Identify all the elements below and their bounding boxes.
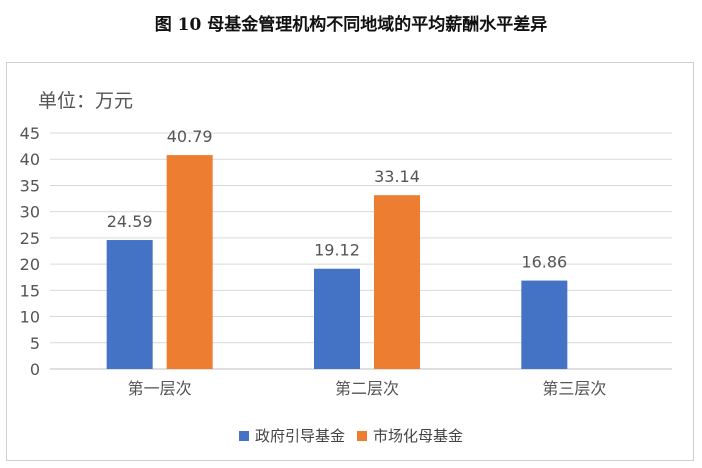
legend-item-government[interactable]: 政府引导基金 <box>238 425 345 446</box>
legend-label-market: 市场化母基金 <box>373 427 464 445</box>
y-tick-label: 20 <box>20 255 40 274</box>
data-labels: 24.59 40.79 19.12 33.14 16.86 <box>107 127 567 271</box>
unit-label: 单位：万元 <box>38 90 134 112</box>
bar <box>166 155 213 369</box>
legend-swatch-market <box>357 430 367 441</box>
y-tick-label: 10 <box>20 308 40 327</box>
data-label: 16.86 <box>521 253 567 272</box>
legend-label-government: 政府引导基金 <box>254 427 345 445</box>
y-tick-label: 15 <box>20 281 40 300</box>
chart-frame <box>6 62 694 461</box>
bar <box>106 240 153 369</box>
x-tick-label: 第一层次 <box>128 379 192 398</box>
bar <box>374 195 420 369</box>
bars <box>106 155 568 369</box>
data-label: 19.12 <box>314 241 360 260</box>
page-title: 图 10 母基金管理机构不同地域的平均薪酬水平差异 <box>154 15 548 35</box>
x-tick-label: 第三层次 <box>542 379 606 398</box>
data-label: 40.79 <box>167 127 213 146</box>
data-label: 33.14 <box>374 167 420 186</box>
y-tick-label: 25 <box>20 229 40 248</box>
legend: 政府引导基金 市场化母基金 <box>0 425 702 446</box>
x-tick-label: 第二层次 <box>335 379 399 398</box>
x-axis-ticks: 第一层次 第二层次 第三层次 <box>128 379 607 398</box>
y-tick-label: 0 <box>30 360 40 379</box>
y-tick-label: 30 <box>20 203 40 222</box>
y-tick-label: 45 <box>20 124 40 143</box>
gridlines <box>50 132 672 370</box>
y-axis-ticks: 0 5 10 15 20 25 30 35 40 45 <box>20 124 40 379</box>
legend-item-market[interactable]: 市场化母基金 <box>357 425 463 446</box>
bar <box>314 268 360 369</box>
legend-swatch-government <box>238 430 249 441</box>
bar <box>521 280 568 369</box>
y-tick-label: 5 <box>30 334 40 353</box>
y-tick-label: 40 <box>20 150 40 169</box>
data-label: 24.59 <box>107 212 153 231</box>
y-tick-label: 35 <box>20 176 40 195</box>
